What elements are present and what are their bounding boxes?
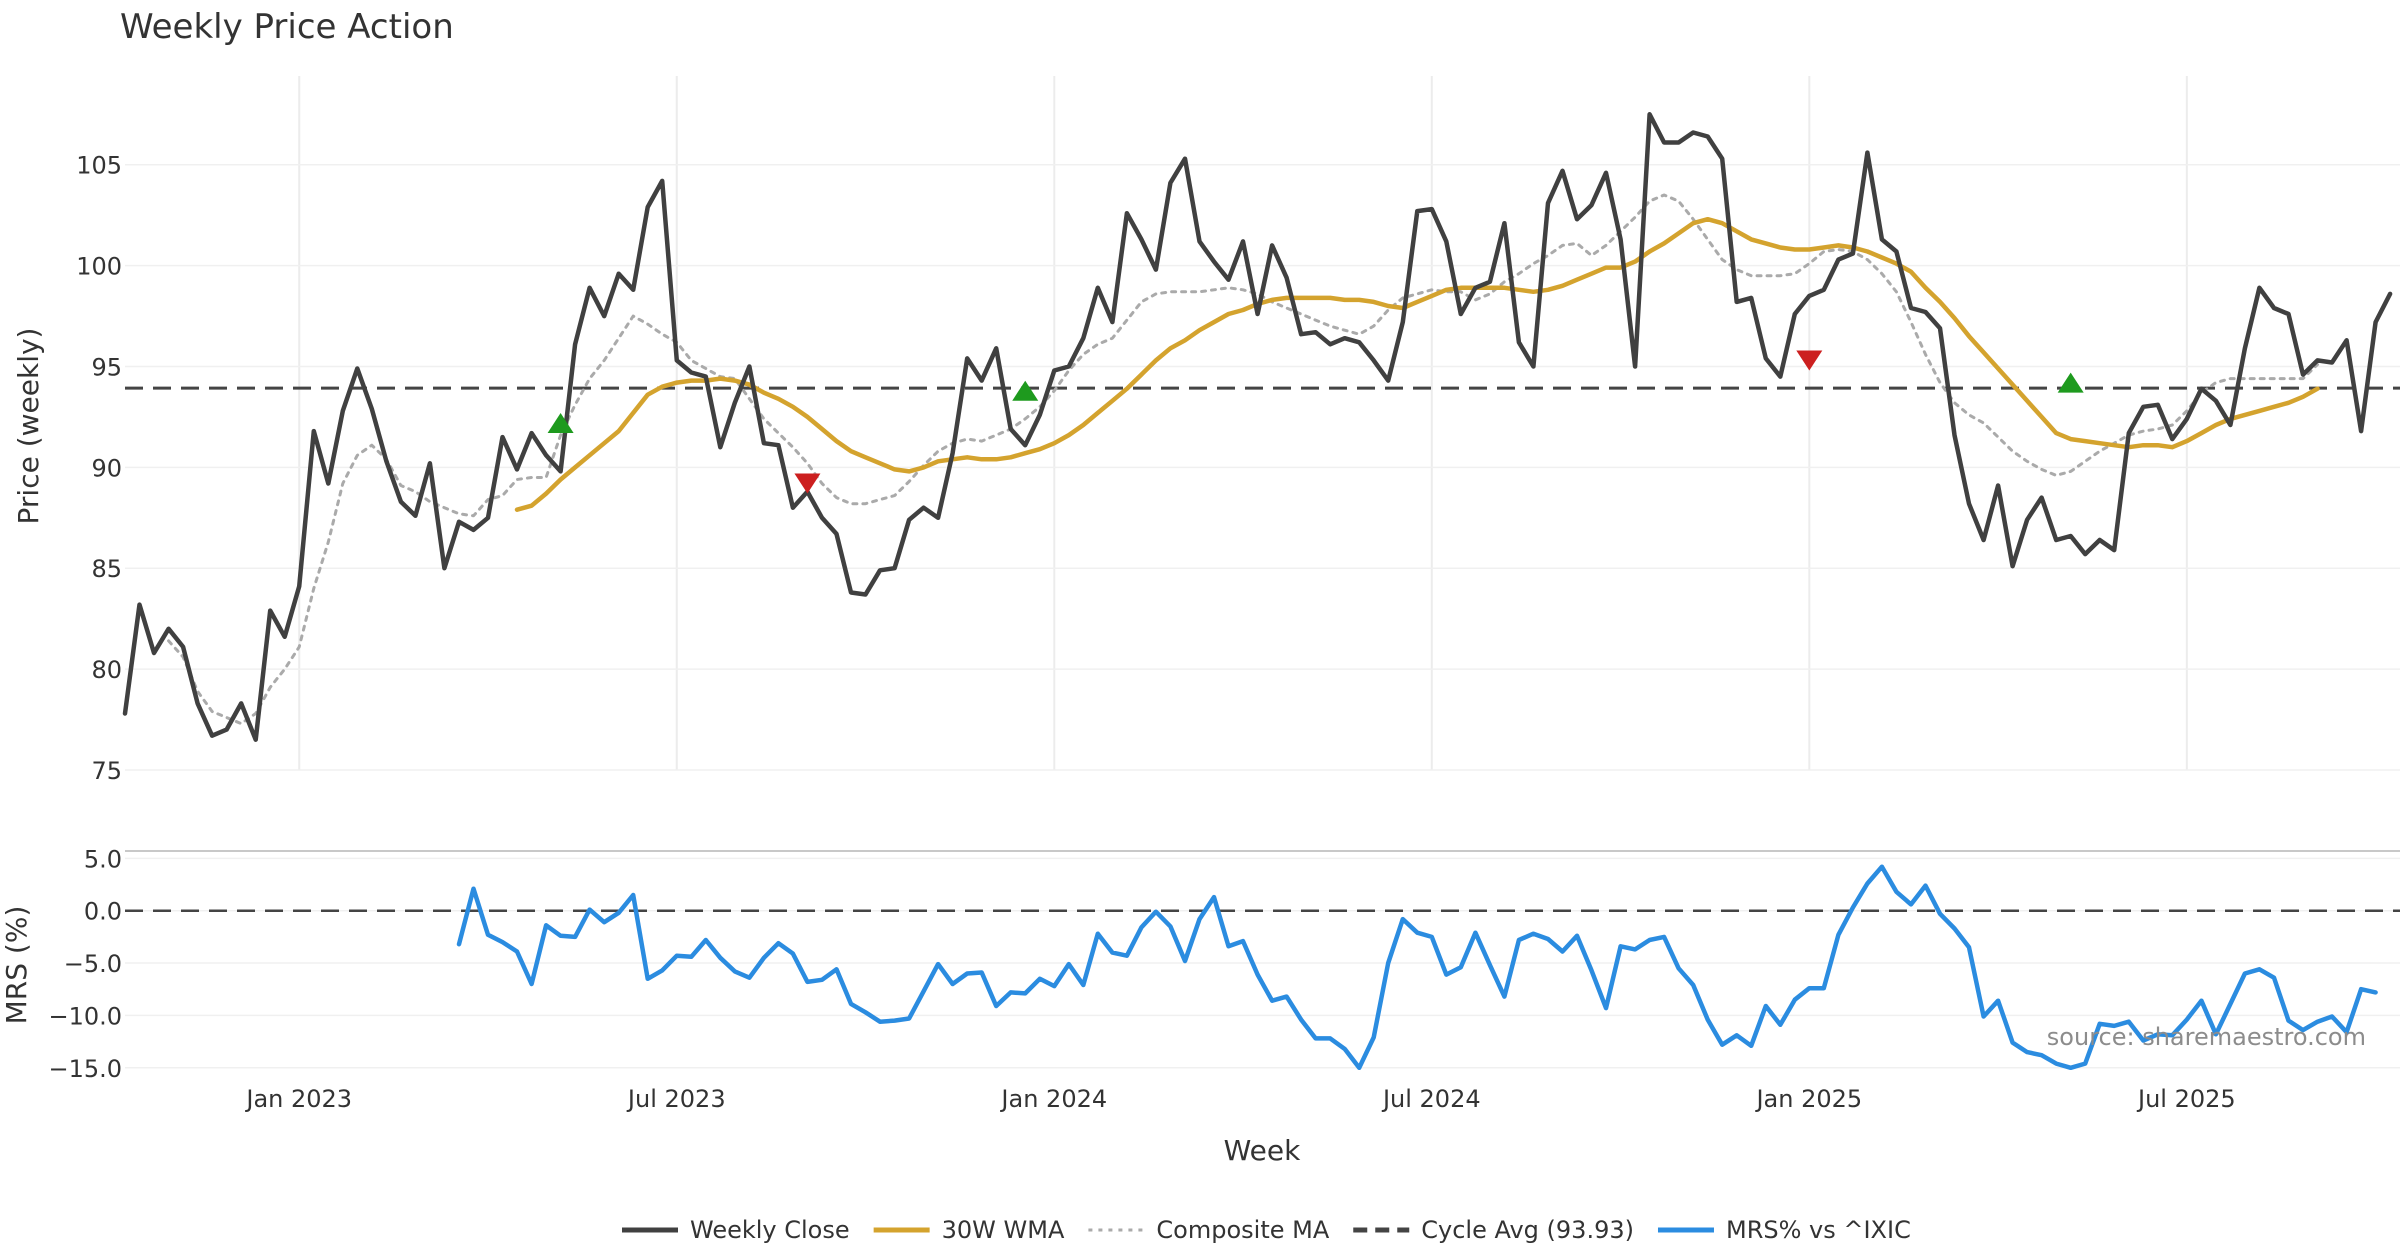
legend-label: MRS% vs ^IXIC (1726, 1216, 1911, 1244)
composite-ma-line (167, 193, 2319, 726)
price-y-tick-label: 80 (91, 656, 122, 684)
legend-label: 30W WMA (942, 1216, 1065, 1244)
price-y-ticks: 75 80 85 90 95 100 105 (76, 152, 122, 785)
weekly-close-line (122, 112, 2393, 742)
price-y-tick-label: 95 (91, 353, 122, 381)
mrs-vs-ixic-line (456, 864, 2378, 1071)
price-y-tick-label: 85 (91, 555, 122, 583)
mrs-y-tick-label: −15.0 (48, 1055, 122, 1083)
price-y-tick-label: 75 (91, 757, 122, 785)
signal-markers (547, 350, 2084, 494)
mrs-y-ticks: −15.0 −10.0 −5.0 0.0 5.0 (48, 845, 122, 1082)
mrs-y-tick-label: −5.0 (64, 950, 122, 978)
30w-wma-line (514, 216, 2320, 512)
sell-signal-marker (1796, 350, 1823, 371)
mrs-y-axis-title: MRS (%) (0, 906, 33, 1025)
x-tick-label: Jan 2024 (999, 1085, 1107, 1113)
mrs-y-tick-label: 0.0 (84, 898, 122, 926)
buy-signal-marker (2057, 372, 2084, 393)
buy-signal-marker (547, 412, 574, 433)
mrs-series-group (456, 864, 2378, 1071)
chart-title: Weekly Price Action (120, 7, 454, 47)
x-tick-label: Jul 2023 (626, 1085, 726, 1113)
x-tick-label: Jan 2023 (244, 1085, 352, 1113)
x-axis-title: Week (1224, 1134, 1301, 1167)
top-gridlines (125, 76, 2400, 771)
chart-legend: Weekly Close 30W WMA Composite MA Cycle Avg… (622, 1216, 1911, 1244)
price-y-tick-label: 90 (91, 454, 122, 482)
legend-label: Cycle Avg (93.93) (1421, 1216, 1634, 1244)
legend-item-weekly-close: Weekly Close (622, 1216, 850, 1244)
price-y-axis-title: Price (weekly) (12, 328, 45, 525)
legend-item-30w-wma: 30W WMA (873, 1216, 1065, 1244)
sell-signal-marker (794, 473, 821, 494)
x-tick-label: Jan 2025 (1754, 1085, 1862, 1113)
x-axis-ticks: Jan 2023 Jul 2023 Jan 2024 Jul 2024 Jan 2025… (244, 1085, 2235, 1113)
buy-signal-marker (1012, 380, 1039, 401)
x-tick-label: Jul 2025 (2136, 1085, 2236, 1113)
mrs-y-tick-label: −10.0 (48, 1002, 122, 1030)
mrs-y-tick-label: 5.0 (84, 845, 122, 873)
legend-item-mrs-vs-ixic: MRS% vs ^IXIC (1657, 1216, 1911, 1244)
legend-item-composite-ma: Composite MA (1088, 1216, 1330, 1244)
legend-label: Weekly Close (690, 1216, 850, 1244)
legend-item-cycle-avg-93-93: Cycle Avg (93.93) (1353, 1216, 1634, 1244)
legend-label: Composite MA (1156, 1216, 1329, 1244)
x-tick-label: Jul 2024 (1381, 1085, 1481, 1113)
price-y-tick-label: 105 (76, 152, 122, 180)
source-note: source: sharemaestro.com (2047, 1023, 2366, 1051)
price-series-group (122, 112, 2393, 742)
price-y-tick-label: 100 (76, 253, 122, 281)
